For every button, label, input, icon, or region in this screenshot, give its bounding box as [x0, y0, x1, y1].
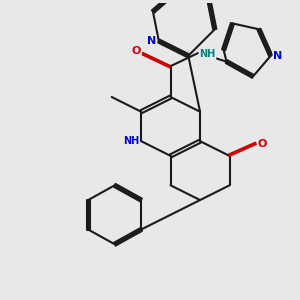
Text: O: O: [131, 46, 141, 56]
Text: N: N: [274, 51, 283, 61]
Text: O: O: [258, 139, 267, 149]
Text: NH: NH: [199, 49, 215, 59]
Text: NH: NH: [123, 136, 139, 146]
Text: N: N: [147, 36, 156, 46]
